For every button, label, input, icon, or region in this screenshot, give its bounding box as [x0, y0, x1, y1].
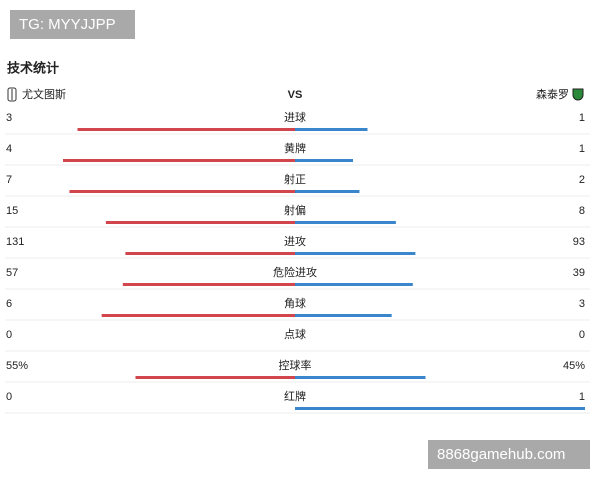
away-value: 0: [579, 329, 585, 341]
home-bar: [105, 221, 295, 224]
away-bar: [295, 128, 368, 131]
away-bar: [295, 407, 585, 410]
home-bar: [135, 376, 295, 379]
home-value: 15: [6, 205, 18, 217]
away-bar: [295, 159, 353, 162]
home-bar: [77, 128, 295, 131]
home-value: 6: [6, 298, 12, 310]
home-value: 4: [6, 143, 12, 155]
away-value: 45%: [563, 360, 585, 372]
away-team: 森泰罗: [536, 87, 569, 101]
away-value: 39: [573, 267, 585, 279]
home-team: 尤文图斯: [22, 87, 66, 101]
stat-name: 射正: [284, 172, 306, 186]
home-bar: [122, 283, 295, 286]
away-bar: [295, 283, 413, 286]
away-value: 3: [579, 298, 585, 310]
away-value: 1: [579, 391, 585, 403]
watermark: 8868gamehub.com: [437, 446, 565, 463]
stat-name: 进球: [284, 110, 306, 124]
home-bar: [69, 190, 295, 193]
stat-name: 红牌: [284, 389, 306, 403]
stat-name: 控球率: [279, 358, 312, 372]
stat-name: 进攻: [284, 234, 306, 248]
home-value: 55%: [6, 360, 28, 372]
home-value: 3: [6, 112, 12, 124]
vs: VS: [288, 89, 303, 101]
home-bar: [125, 252, 295, 255]
stat-name: 黄牌: [284, 141, 306, 155]
away-value: 2: [579, 174, 585, 186]
home-value: 57: [6, 267, 18, 279]
away-value: 8: [579, 205, 585, 217]
home-value: 0: [6, 329, 12, 341]
watermark: TG: MYYJJPP: [19, 16, 116, 33]
away-value: 93: [573, 236, 585, 248]
home-value: 7: [6, 174, 12, 186]
away-bar: [295, 252, 416, 255]
away-logo: [572, 88, 584, 101]
home-bar: [101, 314, 296, 317]
away-bar: [295, 376, 426, 379]
home-logo: [7, 87, 17, 102]
stat-name: 点球: [284, 327, 306, 341]
home-bar: [63, 159, 295, 162]
away-value: 1: [579, 143, 585, 155]
stat-name: 角球: [284, 296, 306, 310]
watermark-box: [428, 440, 590, 469]
stat-name: 危险进攻: [273, 265, 317, 279]
away-value: 1: [579, 112, 585, 124]
title: 技术统计: [7, 60, 59, 75]
away-bar: [295, 190, 360, 193]
home-value: 0: [6, 391, 12, 403]
stat-name: 射偏: [284, 203, 306, 217]
away-bar: [295, 221, 396, 224]
away-bar: [295, 314, 392, 317]
home-value: 131: [6, 236, 24, 248]
watermark-box: [10, 10, 135, 39]
